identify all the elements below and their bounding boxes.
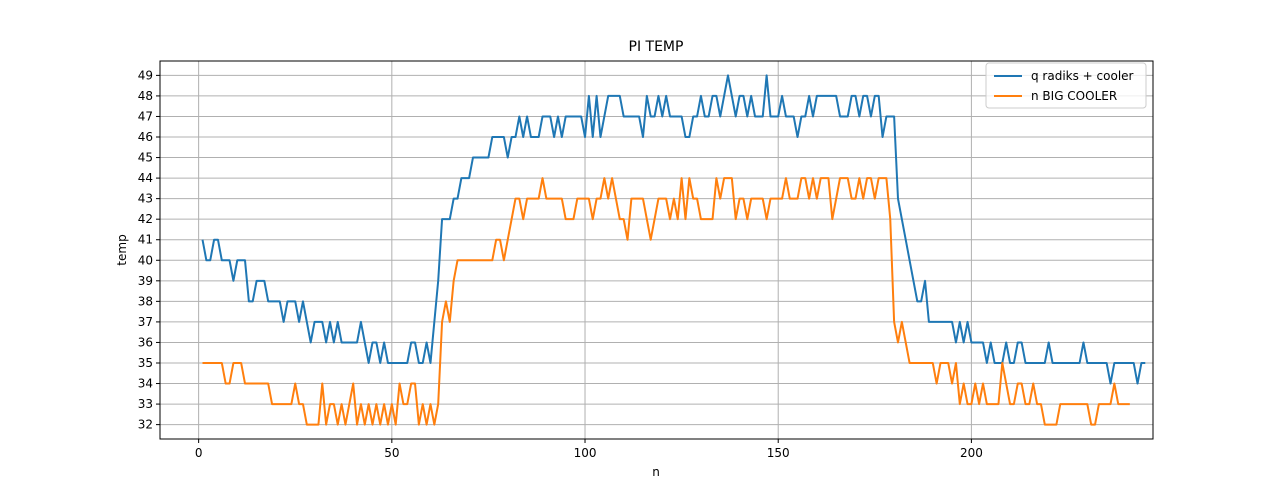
plot-frame <box>159 60 1154 440</box>
grid <box>160 61 1153 439</box>
y-tick-label: 41 <box>138 233 153 247</box>
y-tick-label: 43 <box>138 192 153 206</box>
y-tick-label: 47 <box>138 109 153 123</box>
y-tick-label: 33 <box>138 397 153 411</box>
x-tick-label: 150 <box>767 446 790 460</box>
chart-title: PI TEMP <box>629 39 684 55</box>
x-tick-label: 200 <box>960 446 983 460</box>
legend-label-series-2: n BIG COOLER <box>1031 89 1117 103</box>
x-tick-label: 100 <box>574 446 597 460</box>
y-tick-label: 37 <box>138 315 153 329</box>
x-tick-label: 0 <box>195 446 203 460</box>
y-tick-label: 49 <box>138 68 153 82</box>
y-tick-label: 32 <box>138 418 153 432</box>
legend-label-series-1: q radiks + cooler <box>1031 69 1134 83</box>
legend-box <box>985 62 1147 109</box>
x-tick-label: 50 <box>384 446 399 460</box>
x-axis-title: n <box>652 465 660 479</box>
y-tick-label: 44 <box>138 171 153 185</box>
series-line-1 <box>201 74 1146 385</box>
ticks: 0 50 100 150 200 32 33 34 35 36 37 38 39 40 41 42 43 44 45… <box>138 68 983 460</box>
y-tick-label: 42 <box>138 212 153 226</box>
series-layer <box>201 74 1146 426</box>
y-axis-title: temp <box>115 234 129 265</box>
y-tick-label: 34 <box>138 377 153 391</box>
y-tick-label: 40 <box>138 253 153 267</box>
y-tick-label: 45 <box>138 151 153 165</box>
y-tick-label: 48 <box>138 89 153 103</box>
y-tick-label: 36 <box>138 335 153 349</box>
y-tick-label: 39 <box>138 274 153 288</box>
series-line-2 <box>202 177 1130 426</box>
y-tick-label: 38 <box>138 294 153 308</box>
y-tick-label: 35 <box>138 356 153 370</box>
y-tick-label: 46 <box>138 130 153 144</box>
legend: q radiks + cooler n BIG COOLER <box>985 62 1147 109</box>
